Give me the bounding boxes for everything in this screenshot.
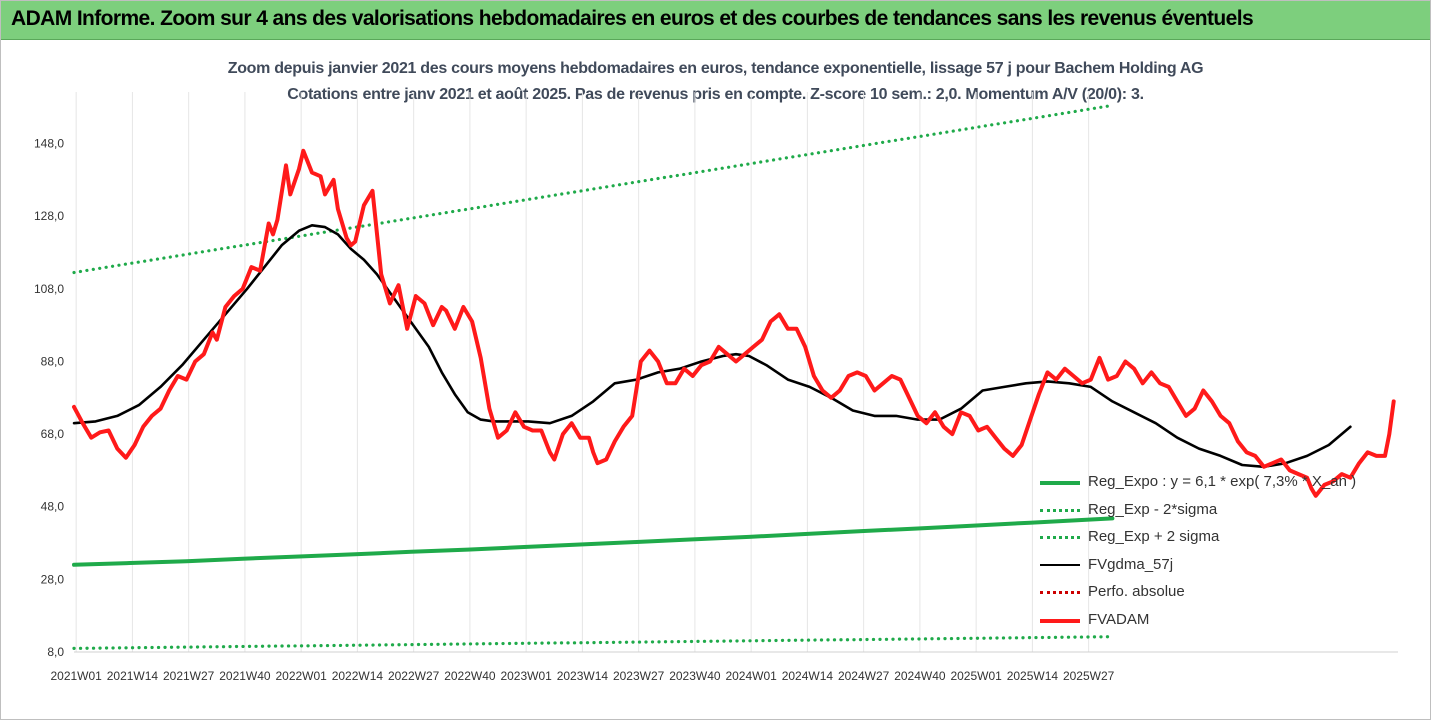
- y-tick-label: 128,0: [34, 209, 64, 223]
- x-tick-label: 2025W14: [1007, 669, 1059, 683]
- legend-swatch: [1040, 591, 1080, 594]
- y-tick-label: 88,0: [41, 354, 65, 368]
- legend-label: FVgdma_57j: [1088, 555, 1174, 573]
- legend-swatch: [1040, 536, 1080, 539]
- x-tick-label: 2021W27: [163, 669, 215, 683]
- y-tick-label: 48,0: [41, 500, 65, 514]
- legend-label: Reg_Expo : y = 6,1 * exp( 7,3% * X_an ): [1088, 473, 1357, 490]
- legend-label: Perfo. absolue: [1088, 583, 1185, 600]
- x-tick-label: 2024W01: [725, 669, 777, 683]
- legend-label: Reg_Exp + 2 sigma: [1088, 528, 1220, 545]
- y-tick-label: 108,0: [34, 282, 64, 296]
- report-title: ADAM Informe. Zoom sur 4 ans des valoris…: [11, 7, 1254, 30]
- series-line-5: [72, 148, 1396, 498]
- report-banner: ADAM Informe. Zoom sur 4 ans des valoris…: [1, 1, 1430, 40]
- x-tick-label: 2024W40: [894, 669, 946, 683]
- series-line-2: [72, 103, 1114, 275]
- y-tick-label: 68,0: [41, 427, 65, 441]
- series-line-1: [72, 635, 1114, 650]
- x-tick-label: 2022W14: [332, 669, 384, 683]
- legend-label: FVADAM: [1088, 610, 1150, 628]
- x-tick-label: 2021W40: [219, 669, 271, 683]
- x-tick-label: 2023W14: [557, 669, 609, 683]
- legend-swatch: [1040, 563, 1080, 566]
- chart-title: Zoom depuis janvier 2021 des cours moyen…: [227, 60, 1204, 77]
- x-tick-label: 2023W40: [669, 669, 721, 683]
- legend-swatch: [1040, 508, 1080, 512]
- x-tick-label: 2024W14: [782, 669, 834, 683]
- y-tick-label: 148,0: [34, 137, 64, 151]
- x-tick-label: 2021W01: [50, 669, 102, 683]
- series-line-3: [72, 224, 1352, 469]
- x-tick-label: 2025W01: [950, 669, 1002, 683]
- legend-swatch: [1040, 618, 1080, 623]
- x-tick-label: 2022W40: [444, 669, 496, 683]
- x-tick-label: 2022W01: [275, 669, 327, 683]
- x-tick-label: 2023W01: [500, 669, 552, 683]
- x-tick-label: 2021W14: [107, 669, 159, 683]
- chart-subtitle: Cotations entre janv 2021 et août 2025. …: [287, 86, 1144, 103]
- x-tick-label: 2022W27: [388, 669, 440, 683]
- series-line-0: [72, 516, 1115, 567]
- x-tick-label: 2025W27: [1063, 669, 1115, 683]
- x-tick-label: 2024W27: [838, 669, 890, 683]
- legend-label: Reg_Exp - 2*sigma: [1088, 500, 1218, 518]
- x-tick-label: 2023W27: [613, 669, 665, 683]
- y-tick-label: 8,0: [47, 645, 64, 659]
- legend-swatch: [1040, 481, 1080, 485]
- y-tick-label: 28,0: [41, 572, 65, 586]
